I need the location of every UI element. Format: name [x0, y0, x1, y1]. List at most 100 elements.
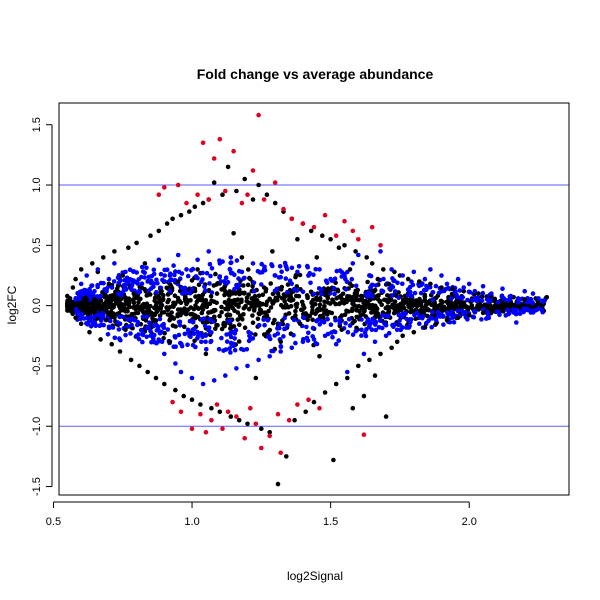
black-point	[322, 390, 328, 395]
y-axis: -1.5 -1.0 -0.5 0.0 0.5 1.0 1.5	[31, 117, 53, 496]
blue-point	[108, 318, 113, 324]
black-point	[294, 301, 300, 307]
red-point	[203, 430, 209, 435]
red-point	[342, 218, 347, 224]
black-point	[170, 315, 175, 320]
black-point	[109, 341, 114, 347]
blue-point	[190, 266, 196, 272]
blue-point	[466, 289, 472, 295]
black-point	[451, 305, 456, 310]
black-point	[217, 313, 222, 319]
blue-point	[136, 336, 142, 342]
blue-point	[232, 336, 237, 341]
blue-point	[281, 334, 286, 339]
black-point	[231, 231, 236, 236]
black-point	[522, 297, 527, 302]
black-point	[184, 297, 189, 303]
black-point	[275, 481, 281, 487]
black-point	[161, 310, 167, 315]
blue-point	[76, 295, 82, 300]
blue-point	[451, 320, 457, 325]
black-point	[215, 323, 220, 328]
blue-point	[336, 338, 342, 343]
black-point	[134, 240, 139, 246]
blue-point	[425, 284, 431, 290]
blue-point	[471, 315, 477, 320]
blue-point	[494, 309, 500, 315]
black-point	[246, 267, 251, 272]
blue-point	[331, 286, 337, 291]
black-point	[325, 288, 331, 294]
black-point	[336, 301, 342, 307]
black-point	[295, 237, 300, 242]
black-point	[303, 409, 309, 415]
blue-point	[221, 348, 226, 353]
black-point	[372, 373, 378, 378]
black-point	[279, 295, 285, 301]
black-point	[137, 363, 142, 369]
black-point	[392, 299, 398, 304]
black-point	[70, 285, 76, 290]
blue-point	[345, 329, 351, 335]
black-point	[350, 300, 356, 306]
blue-point	[128, 285, 134, 290]
black-point	[428, 281, 433, 287]
blue-point	[373, 322, 378, 327]
blue-point	[195, 329, 200, 335]
blue-point	[179, 341, 184, 347]
black-point	[250, 320, 256, 326]
black-point	[331, 457, 336, 463]
black-point	[172, 293, 178, 299]
black-point	[333, 280, 338, 286]
black-point	[121, 302, 126, 308]
black-point	[227, 293, 232, 298]
black-point	[476, 291, 481, 296]
blue-point	[484, 316, 489, 321]
black-point	[267, 430, 273, 435]
black-point	[128, 357, 134, 363]
blue-point	[223, 275, 229, 281]
blue-point	[128, 331, 133, 336]
x-axis: 0.5 1.0 1.5 2.0	[46, 501, 477, 528]
black-point	[305, 295, 310, 301]
red-point	[248, 405, 253, 411]
black-point	[85, 302, 90, 307]
blue-point	[203, 333, 209, 338]
black-point	[98, 337, 103, 342]
blue-point	[381, 276, 386, 282]
black-point	[253, 375, 259, 381]
blue-point	[305, 263, 310, 269]
blue-point	[178, 369, 184, 375]
red-point	[272, 180, 278, 185]
black-point	[255, 316, 261, 322]
black-point	[242, 305, 248, 310]
blue-point	[202, 323, 208, 329]
black-point	[320, 233, 325, 238]
blue-point	[285, 323, 290, 328]
blue-point	[455, 276, 461, 282]
blue-point	[426, 318, 431, 324]
blue-point	[449, 309, 455, 315]
blue-point	[165, 327, 171, 332]
red-point	[275, 411, 281, 417]
blue-point	[167, 273, 173, 278]
black-point	[431, 301, 437, 307]
black-point	[224, 301, 229, 306]
blue-point	[230, 270, 235, 276]
blue-point	[389, 267, 394, 272]
blue-point	[362, 330, 368, 335]
black-point	[235, 310, 241, 315]
blue-point	[350, 261, 356, 266]
blue-point	[396, 295, 402, 301]
blue-point	[328, 322, 334, 328]
black-point	[157, 313, 163, 319]
blue-point	[246, 329, 251, 335]
black-point	[249, 296, 254, 301]
blue-point	[339, 274, 345, 279]
blue-point	[92, 314, 97, 320]
blue-point	[333, 318, 338, 323]
black-point	[231, 324, 237, 329]
black-point	[234, 188, 239, 194]
blue-point	[95, 284, 100, 290]
